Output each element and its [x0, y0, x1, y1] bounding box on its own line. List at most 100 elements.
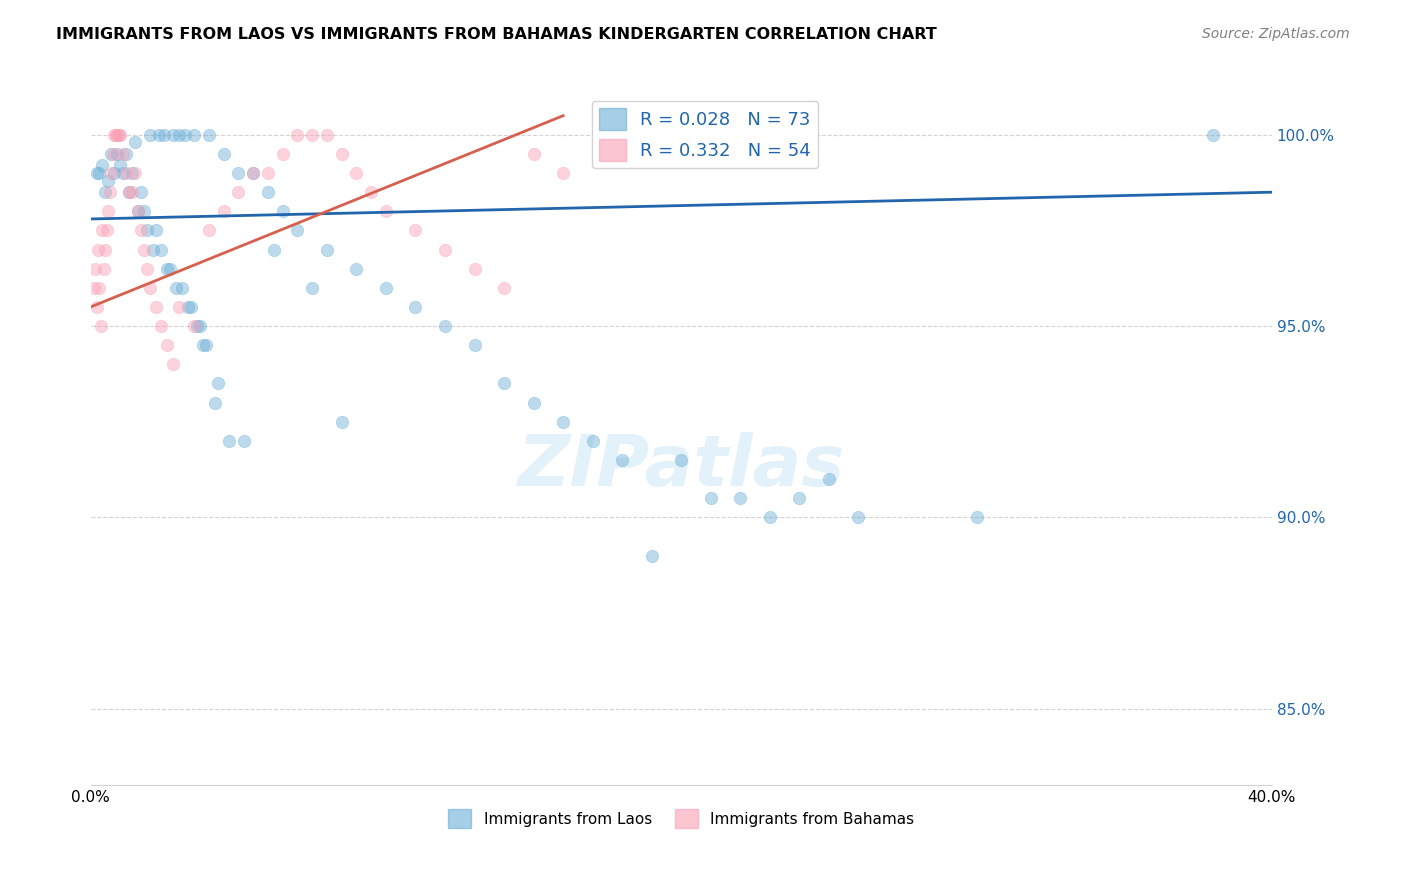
Point [177, 300, 200, 314]
Point [194, 338, 217, 352]
Point [553, 415, 575, 429]
Point [94, 243, 117, 257]
Point [104, 128, 127, 142]
Point [1202, 128, 1225, 142]
Point [315, 243, 337, 257]
Point [212, 204, 235, 219]
Point [90, 319, 112, 334]
Point [87, 243, 110, 257]
Point [150, 319, 173, 334]
Point [242, 166, 264, 180]
Point [197, 128, 219, 142]
Point [315, 128, 337, 142]
Point [226, 185, 249, 199]
Point [285, 128, 308, 142]
Point [966, 510, 988, 524]
Point [404, 300, 426, 314]
Point [100, 147, 122, 161]
Point [285, 223, 308, 237]
Point [86, 166, 108, 180]
Point [730, 491, 752, 506]
Point [121, 185, 143, 199]
Point [263, 243, 285, 257]
Point [207, 376, 229, 391]
Point [159, 261, 181, 276]
Point [256, 185, 278, 199]
Point [84, 261, 107, 276]
Point [204, 395, 226, 409]
Point [226, 166, 249, 180]
Point [105, 147, 128, 161]
Point [271, 204, 294, 219]
Point [129, 223, 152, 237]
Point [108, 158, 131, 172]
Text: Source: ZipAtlas.com: Source: ZipAtlas.com [1202, 27, 1350, 41]
Point [156, 261, 179, 276]
Point [671, 453, 693, 467]
Point [330, 415, 353, 429]
Point [165, 281, 187, 295]
Point [97, 174, 120, 188]
Point [494, 376, 516, 391]
Point [848, 510, 870, 524]
Point [93, 261, 115, 276]
Point [124, 136, 146, 150]
Point [523, 395, 546, 409]
Point [759, 510, 782, 524]
Point [404, 223, 426, 237]
Point [108, 128, 131, 142]
Point [818, 472, 841, 486]
Point [271, 147, 294, 161]
Point [700, 491, 723, 506]
Point [174, 128, 197, 142]
Point [148, 128, 170, 142]
Point [582, 434, 605, 448]
Point [301, 128, 323, 142]
Point [612, 453, 634, 467]
Point [360, 185, 382, 199]
Point [103, 128, 125, 142]
Point [112, 147, 135, 161]
Point [162, 128, 184, 142]
Point [135, 261, 157, 276]
Point [212, 147, 235, 161]
Point [107, 128, 129, 142]
Point [138, 128, 160, 142]
Point [145, 223, 167, 237]
Point [101, 147, 124, 161]
Point [100, 166, 122, 180]
Point [115, 166, 138, 180]
Point [494, 281, 516, 295]
Point [434, 319, 457, 334]
Point [91, 223, 114, 237]
Point [180, 300, 202, 314]
Point [641, 549, 664, 563]
Point [374, 281, 396, 295]
Point [103, 166, 125, 180]
Point [218, 434, 240, 448]
Point [98, 185, 121, 199]
Point [121, 166, 143, 180]
Point [256, 166, 278, 180]
Point [150, 243, 173, 257]
Point [434, 243, 457, 257]
Point [127, 204, 149, 219]
Point [129, 185, 152, 199]
Point [112, 166, 135, 180]
Point [138, 281, 160, 295]
Point [89, 281, 111, 295]
Point [115, 147, 138, 161]
Point [172, 281, 194, 295]
Point [183, 319, 205, 334]
Point [97, 204, 120, 219]
Point [91, 158, 114, 172]
Point [197, 223, 219, 237]
Point [183, 128, 205, 142]
Point [186, 319, 208, 334]
Point [188, 319, 211, 334]
Point [94, 185, 117, 199]
Point [156, 338, 179, 352]
Point [789, 491, 811, 506]
Point [233, 434, 256, 448]
Point [523, 147, 546, 161]
